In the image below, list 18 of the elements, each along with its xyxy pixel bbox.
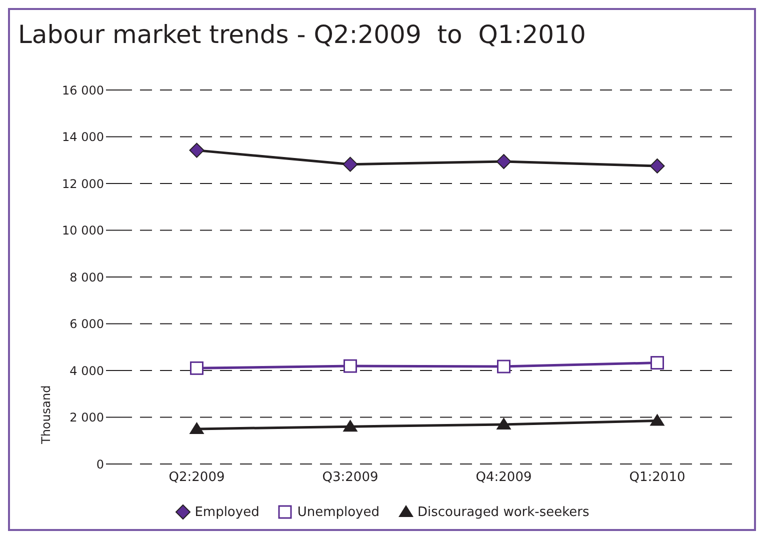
y-tick-label: 16 000 — [62, 83, 104, 98]
y-tick-label: 14 000 — [62, 130, 104, 144]
y-tick-label: 6 000 — [70, 317, 104, 332]
y-axis-title: Thousand — [39, 385, 53, 445]
y-tick-label: 0 — [96, 457, 104, 472]
legend-label: Discouraged work-seekers — [418, 504, 590, 520]
x-tick-label: Q3:2009 — [322, 470, 378, 486]
x-tick-label: Q1:2010 — [629, 470, 686, 486]
y-tick-label: 8 000 — [70, 270, 104, 284]
y-tick-label: 10 000 — [62, 224, 104, 238]
legend-label: Employed — [194, 504, 260, 520]
x-tick-label: Q2:2009 — [168, 470, 225, 486]
x-tick-label: Q4:2009 — [476, 470, 532, 486]
y-tick-label: 4 000 — [70, 364, 104, 378]
y-tick-label: 2 000 — [70, 410, 104, 425]
chart-title: Labour market trends - Q2:2009 to Q1:2010 — [18, 20, 586, 49]
legend-label: Unemployed — [297, 504, 380, 520]
y-tick-label: 12 000 — [62, 176, 104, 191]
